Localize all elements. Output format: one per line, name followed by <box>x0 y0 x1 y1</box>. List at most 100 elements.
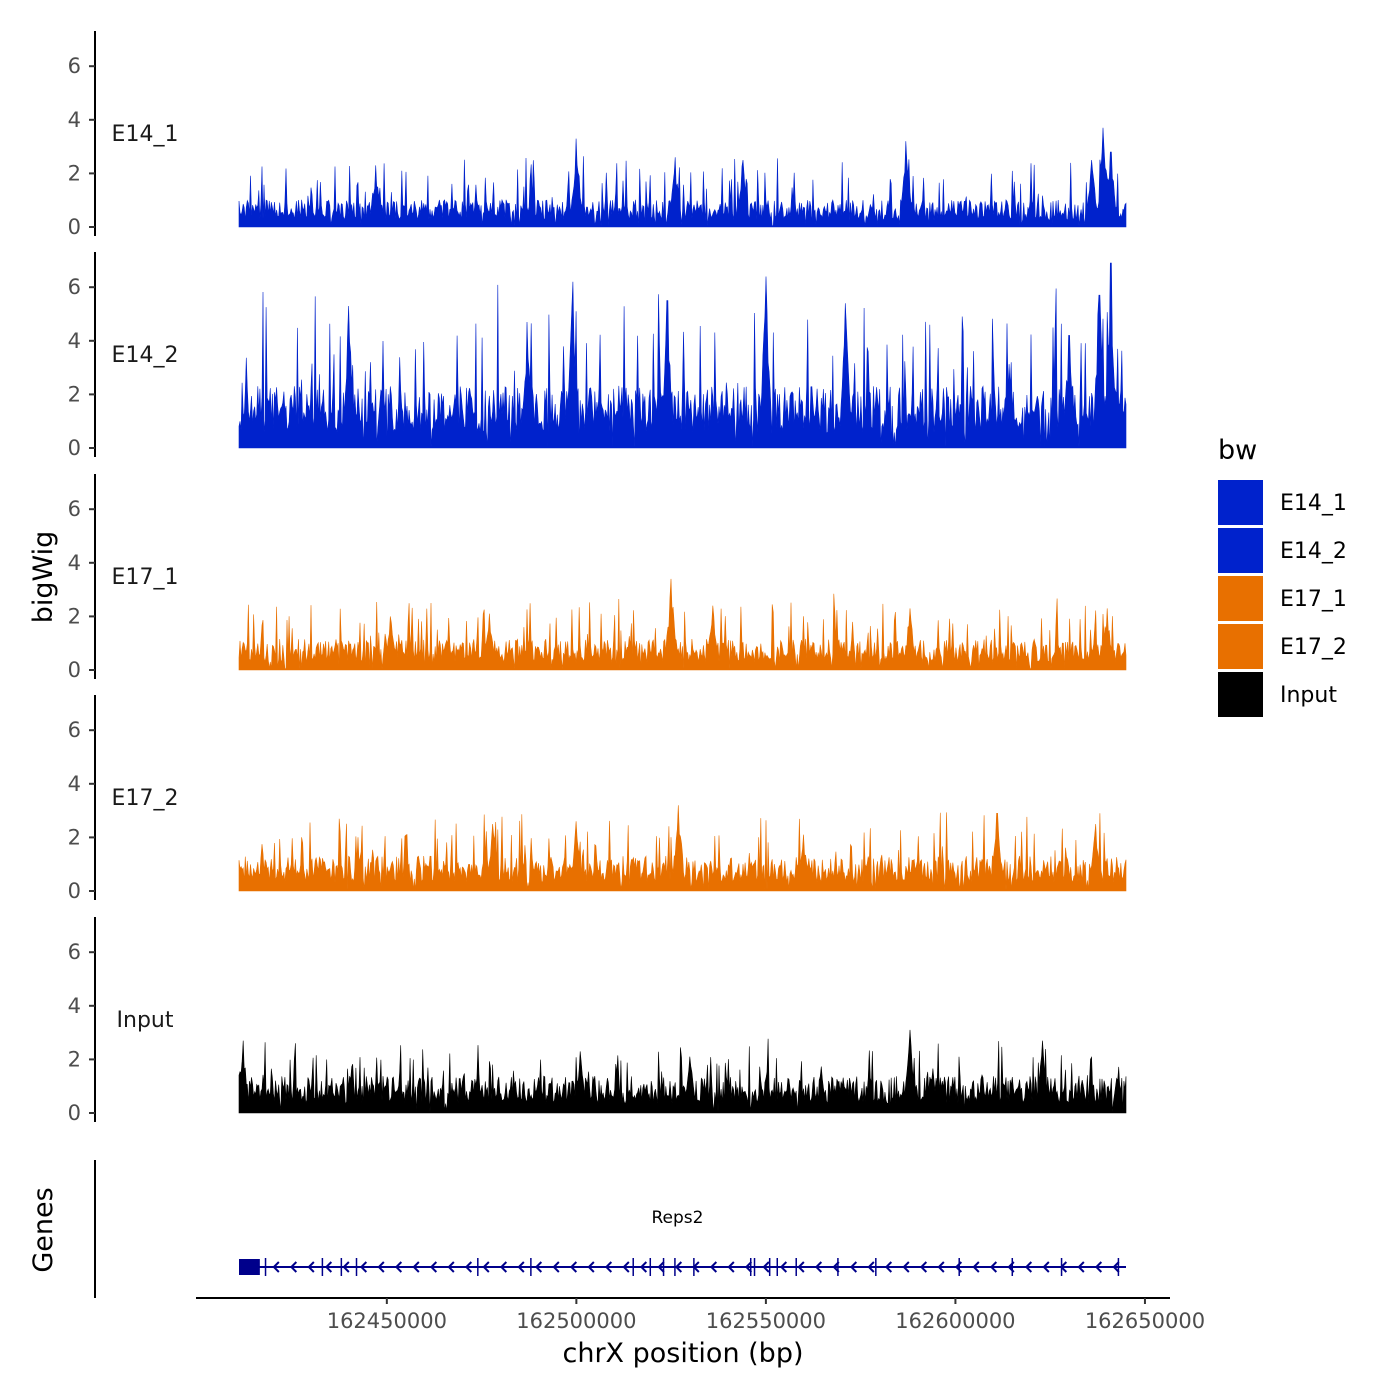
strand-arrow <box>954 1261 963 1273</box>
strand-arrow <box>377 1261 385 1273</box>
y-tick-label: 4 <box>68 994 81 1018</box>
strand-arrow <box>1112 1261 1120 1273</box>
strand-arrow <box>849 1261 858 1273</box>
strand-arrow <box>1094 1261 1103 1273</box>
legend-swatch <box>1218 480 1263 525</box>
legend-swatch <box>1218 624 1263 669</box>
y-tick-label: 6 <box>68 54 81 78</box>
track-Input: 0 2 4 6 Input <box>68 917 1127 1125</box>
track-label: E17_2 <box>112 786 179 811</box>
y-tick-label: 0 <box>68 215 81 239</box>
strand-arrow <box>972 1261 980 1273</box>
legend: bw E14_1 E14_2 E17_1 E17_2 Input <box>1218 435 1347 717</box>
strand-arrow <box>674 1261 683 1273</box>
signal-area-E14_2 <box>238 262 1127 449</box>
strand-arrow <box>412 1261 420 1273</box>
y-tick-label: 0 <box>68 879 81 903</box>
strand-arrow <box>814 1261 823 1273</box>
strand-arrow <box>797 1261 805 1273</box>
y-tick-label: 2 <box>68 604 81 628</box>
track-label: Input <box>117 1008 174 1033</box>
legend-item-E14_1: E14_1 <box>1218 480 1347 525</box>
track-label: E14_1 <box>112 122 179 147</box>
y-tick-label: 4 <box>68 329 81 353</box>
track-E17_1: 0 2 4 6 E17_1 <box>68 474 1127 682</box>
strand-arrow <box>779 1261 788 1273</box>
y-tick-label: 2 <box>68 1047 81 1071</box>
legend-label: E14_1 <box>1280 491 1347 516</box>
gene-Reps2: Reps2 <box>239 1208 1126 1276</box>
legend-label: E17_2 <box>1280 635 1347 660</box>
x-axis: 162450000 162500000 162550000 162600000 1626… <box>196 1297 1205 1333</box>
strand-arrow <box>622 1261 630 1273</box>
genes-layer: Reps2 <box>94 1160 1126 1298</box>
y-tick-label: 0 <box>68 436 81 460</box>
strand-arrow <box>272 1261 280 1273</box>
legend-label: Input <box>1280 683 1337 708</box>
legend-item-E14_2: E14_2 <box>1218 528 1347 573</box>
strand-arrow <box>902 1261 910 1273</box>
strand-arrow <box>744 1261 753 1273</box>
strand-arrow <box>464 1261 473 1273</box>
track-label: E14_2 <box>112 343 179 368</box>
y-tick-label: 4 <box>68 772 81 796</box>
legend-swatch <box>1218 528 1263 573</box>
y-tick-label: 4 <box>68 551 81 575</box>
signal-area-E17_1 <box>238 578 1127 671</box>
legend-swatch <box>1218 576 1263 621</box>
legend-swatch <box>1218 672 1263 717</box>
y-tick-label: 2 <box>68 382 81 406</box>
strand-arrow <box>1042 1261 1050 1273</box>
tracks-layer: 0 2 4 6 E14_1 0 2 4 6 E14_2 0 2 4 6 E17_1 0 2 4 6 E17_2 0 2 4 6… <box>68 31 1127 1125</box>
strand-arrow <box>534 1261 543 1273</box>
strand-arrow <box>1007 1261 1015 1273</box>
y-tick-label: 6 <box>68 718 81 742</box>
track-label: E17_1 <box>112 565 179 590</box>
strand-arrow <box>517 1261 525 1273</box>
legend-title: bw <box>1218 435 1257 466</box>
strand-arrow <box>552 1261 560 1273</box>
strand-arrow <box>429 1261 438 1273</box>
y-tick-label: 2 <box>68 825 81 849</box>
x-tick-label: 162550000 <box>706 1309 826 1333</box>
strand-arrow <box>709 1261 718 1273</box>
strand-arrow <box>762 1261 770 1273</box>
legend-item-Input: Input <box>1218 672 1337 717</box>
strand-arrow <box>1024 1261 1033 1273</box>
y-tick-label: 0 <box>68 658 81 682</box>
strand-arrow <box>359 1261 368 1273</box>
strand-arrow <box>604 1261 613 1273</box>
strand-arrow <box>342 1261 350 1273</box>
legend-label: E17_1 <box>1280 587 1347 612</box>
strand-arrow <box>692 1261 700 1273</box>
signal-area-E14_1 <box>238 127 1127 228</box>
signal-area-Input <box>238 1029 1127 1114</box>
x-tick-label: 162600000 <box>895 1309 1015 1333</box>
strand-arrow <box>919 1261 928 1273</box>
strand-arrow <box>657 1261 665 1273</box>
legend-item-E17_1: E17_1 <box>1218 576 1347 621</box>
strand-arrow <box>1077 1261 1085 1273</box>
x-tick-label: 162450000 <box>327 1309 447 1333</box>
y-tick-label: 6 <box>68 940 81 964</box>
gene-label: Reps2 <box>652 1208 704 1228</box>
strand-arrow <box>499 1261 508 1273</box>
strand-arrow <box>867 1261 875 1273</box>
strand-arrow <box>289 1261 298 1273</box>
strand-arrow <box>884 1261 893 1273</box>
strand-arrow <box>727 1261 735 1273</box>
strand-arrow <box>482 1261 490 1273</box>
track-E14_1: 0 2 4 6 E14_1 <box>68 31 1127 239</box>
y-axis-title: bigWig <box>28 531 59 624</box>
y-tick-label: 6 <box>68 275 81 299</box>
genes-axis-title: Genes <box>28 1187 59 1272</box>
legend-item-E17_2: E17_2 <box>1218 624 1347 669</box>
x-tick-label: 162650000 <box>1085 1309 1205 1333</box>
strand-arrow <box>307 1261 315 1273</box>
strand-arrow <box>394 1261 403 1273</box>
track-E17_2: 0 2 4 6 E17_2 <box>68 695 1127 903</box>
strand-arrow <box>989 1261 998 1273</box>
signal-area-E17_2 <box>238 805 1127 892</box>
